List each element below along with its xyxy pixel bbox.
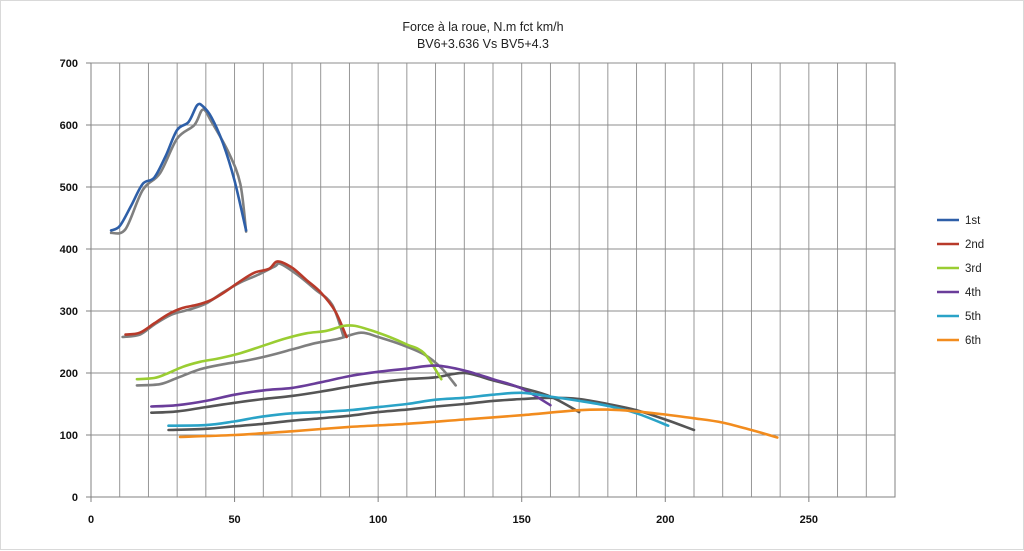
- legend-label-1st: 1st: [965, 215, 981, 227]
- y-tick-label: 400: [60, 244, 78, 256]
- series-line-1st: [109, 102, 248, 232]
- legend-label-6th: 6th: [965, 335, 981, 347]
- y-tick-label: 300: [60, 306, 78, 318]
- legend-label-3rd: 3rd: [965, 263, 982, 275]
- series-line-comparison: [135, 331, 457, 387]
- axis-ticks: 0 50 100 150 200 250 0 100 200 300 400 500 600 700: [60, 58, 818, 526]
- x-tick-label: 250: [800, 514, 818, 526]
- y-tick-label: 700: [60, 58, 78, 70]
- y-tick-label: 600: [60, 120, 78, 132]
- series-line-2nd: [124, 260, 348, 339]
- chart-subtitle: BV6+3.636 Vs BV5+4.3: [417, 37, 549, 51]
- x-tick-label: 150: [513, 514, 531, 526]
- x-tick-label: 0: [88, 514, 94, 526]
- y-tick-label: 500: [60, 182, 78, 194]
- series-line-comparison: [167, 396, 696, 432]
- y-tick-label: 200: [60, 368, 78, 380]
- x-tick-label: 200: [656, 514, 674, 526]
- series-line-5th: [167, 391, 670, 427]
- legend-label-4th: 4th: [965, 287, 981, 299]
- series-group: [109, 102, 779, 439]
- series-line-6th: [178, 408, 779, 439]
- series-line-3rd: [135, 324, 443, 381]
- grid: [91, 62, 895, 497]
- legend: 1st 2nd 3rd 4th 5th 6th: [937, 215, 984, 347]
- x-tick-label: 50: [228, 514, 240, 526]
- y-tick-label: 100: [60, 430, 78, 442]
- legend-label-5th: 5th: [965, 311, 981, 323]
- series-line-comparison: [109, 108, 248, 235]
- y-tick-label: 0: [72, 492, 78, 504]
- legend-label-2nd: 2nd: [965, 239, 984, 251]
- series-line-4th: [150, 364, 552, 408]
- x-tick-label: 100: [369, 514, 387, 526]
- chart-title: Force à la roue, N.m fct km/h: [402, 20, 563, 34]
